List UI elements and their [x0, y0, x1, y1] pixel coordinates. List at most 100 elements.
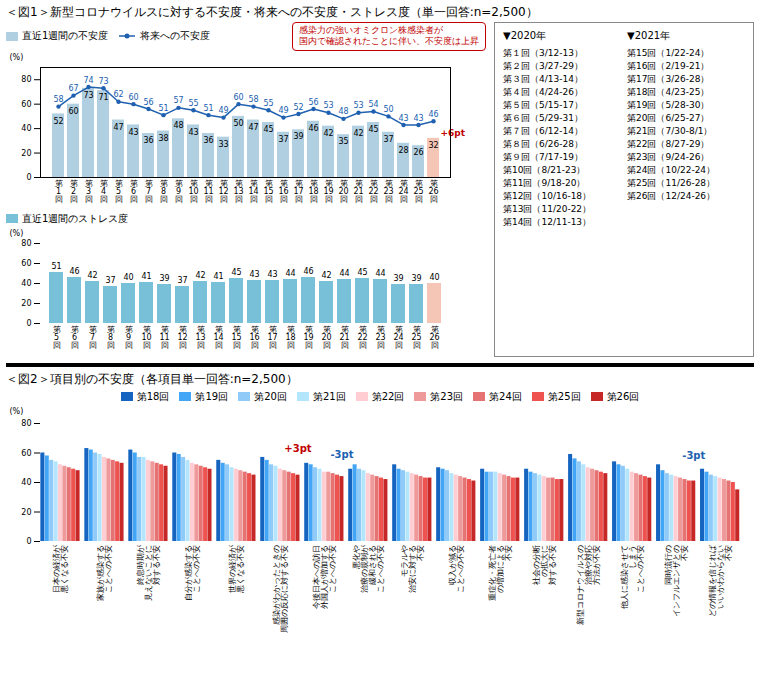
svg-text:58: 58 [53, 95, 63, 104]
svg-text:0: 0 [26, 319, 31, 328]
svg-text:第7回: 第7回 [145, 179, 153, 204]
svg-text:+3pt: +3pt [284, 442, 311, 453]
svg-text:43: 43 [128, 127, 138, 136]
svg-text:第6回: 第6回 [71, 325, 79, 350]
svg-text:20: 20 [21, 299, 31, 308]
svg-text:44: 44 [285, 269, 295, 278]
svg-text:第15回: 第15回 [231, 325, 241, 350]
svg-text:40: 40 [429, 273, 439, 282]
svg-text:26: 26 [413, 148, 423, 157]
svg-text:58: 58 [248, 95, 258, 104]
svg-text:終息時期が見えないことに対する不安: 終息時期が見えないことに対する不安 [136, 543, 161, 600]
svg-text:57: 57 [173, 96, 183, 105]
svg-text:第22回: 第22回 [357, 325, 367, 350]
svg-text:他人に感染させてしまうことへの不安: 他人に感染させてしまうことへの不安 [620, 544, 645, 608]
svg-text:46: 46 [308, 123, 318, 132]
svg-text:45: 45 [231, 268, 241, 277]
svg-text:第6回: 第6回 [130, 179, 138, 204]
svg-text:50: 50 [383, 104, 393, 113]
svg-text:42: 42 [323, 128, 333, 137]
svg-text:42: 42 [321, 271, 331, 280]
svg-text:40: 40 [21, 478, 31, 487]
svg-text:重症化・死亡者の増加による不安: 重症化・死亡者の増加による不安 [488, 544, 513, 600]
svg-text:42: 42 [195, 271, 205, 280]
svg-text:20: 20 [21, 148, 31, 157]
svg-text:67: 67 [68, 84, 78, 93]
svg-text:48: 48 [338, 107, 348, 116]
svg-text:43: 43 [188, 127, 198, 136]
svg-text:40: 40 [123, 273, 133, 282]
svg-text:第14回: 第14回 [248, 179, 258, 204]
svg-text:第8回: 第8回 [160, 179, 168, 204]
svg-text:第22回: 第22回 [368, 179, 378, 204]
svg-text:56: 56 [143, 97, 153, 106]
svg-text:第20回: 第20回 [338, 179, 348, 204]
svg-text:49: 49 [278, 106, 288, 115]
svg-text:44: 44 [339, 269, 349, 278]
svg-text:60: 60 [128, 92, 138, 101]
svg-text:0: 0 [26, 173, 31, 182]
svg-text:第9回: 第9回 [175, 179, 183, 204]
svg-text:43: 43 [398, 113, 408, 122]
svg-text:収入が減ることへの不安: 収入が減ることへの不安 [448, 544, 465, 592]
svg-text:60: 60 [68, 106, 78, 115]
svg-text:37: 37 [383, 134, 393, 143]
svg-text:42: 42 [353, 128, 363, 137]
svg-text:39: 39 [293, 132, 303, 141]
svg-text:20: 20 [21, 507, 31, 516]
svg-text:80: 80 [21, 75, 31, 84]
svg-text:60: 60 [21, 259, 31, 268]
svg-text:第23回: 第23回 [375, 325, 385, 350]
svg-text:43: 43 [413, 113, 423, 122]
svg-text:第11回: 第11回 [159, 325, 169, 350]
svg-text:37: 37 [105, 276, 115, 285]
svg-text:36: 36 [143, 136, 153, 145]
svg-text:第21回: 第21回 [339, 325, 349, 350]
svg-text:第17回: 第17回 [267, 325, 277, 350]
svg-text:第3回: 第3回 [85, 179, 93, 204]
svg-text:同時流行のインフルエンザとの不安: 同時流行のインフルエンザとの不安 [664, 544, 689, 616]
svg-text:第25回: 第25回 [413, 179, 423, 204]
svg-text:第1回: 第1回 [55, 179, 63, 204]
svg-text:41: 41 [213, 272, 223, 281]
svg-text:(%): (%) [10, 53, 24, 62]
svg-text:+6pt: +6pt [441, 128, 466, 138]
svg-text:(%): (%) [10, 229, 24, 238]
svg-text:38: 38 [158, 133, 168, 142]
svg-text:家族が感染することへの不安: 家族が感染することへの不安 [96, 544, 113, 600]
svg-text:54: 54 [368, 100, 378, 109]
svg-text:第26回: 第26回 [428, 179, 438, 204]
svg-text:39: 39 [393, 274, 403, 283]
svg-text:第19回: 第19回 [323, 179, 333, 204]
svg-text:第18回: 第18回 [285, 325, 295, 350]
svg-text:47: 47 [113, 122, 123, 131]
svg-text:46: 46 [428, 109, 438, 118]
svg-text:-3pt: -3pt [682, 450, 705, 461]
svg-text:どの情報を信じればいいかわからない不安: どの情報を信じればいいかわからない不安 [708, 543, 733, 616]
svg-text:社会の分断の拡大に対する不安: 社会の分断の拡大に対する不安 [532, 544, 557, 584]
svg-text:46: 46 [69, 267, 79, 276]
svg-text:モラルや治安に対する不安: モラルや治安に対する不安 [400, 544, 425, 592]
svg-text:40: 40 [21, 279, 31, 288]
svg-text:60: 60 [233, 92, 243, 101]
svg-text:49: 49 [218, 106, 228, 115]
svg-text:71: 71 [98, 93, 108, 102]
svg-text:43: 43 [249, 270, 259, 279]
svg-text:50: 50 [233, 118, 243, 127]
svg-text:第12回: 第12回 [218, 179, 228, 204]
svg-text:日本の経済が悪くなる不安: 日本の経済が悪くなる不安 [52, 543, 69, 593]
svg-text:第26回: 第26回 [429, 325, 439, 350]
svg-text:73: 73 [98, 76, 108, 85]
svg-text:第21回: 第21回 [353, 179, 363, 204]
svg-text:第13回: 第13回 [195, 325, 205, 350]
svg-text:51: 51 [158, 103, 168, 112]
svg-text:37: 37 [278, 134, 288, 143]
svg-text:第20回: 第20回 [321, 325, 331, 350]
svg-text:第10回: 第10回 [141, 325, 151, 350]
svg-text:74: 74 [83, 75, 93, 84]
svg-text:80: 80 [21, 239, 31, 248]
svg-text:37: 37 [177, 276, 187, 285]
svg-text:第16回: 第16回 [249, 325, 259, 350]
svg-text:0: 0 [26, 537, 31, 546]
svg-text:第8回: 第8回 [107, 325, 115, 350]
